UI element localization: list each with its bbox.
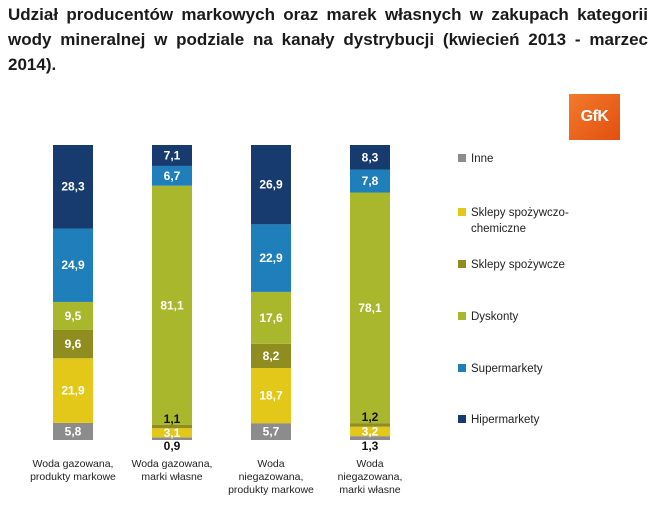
data-label-1-3: 9,6 — [65, 337, 82, 351]
bar-segment-1-2 — [53, 358, 93, 423]
bar-segment-3-4 — [251, 291, 291, 344]
data-label-2-2: 3,1 — [164, 426, 181, 440]
legend-swatch-3 — [458, 260, 466, 268]
category-label-4-3: marki własne — [339, 484, 400, 496]
data-label-4-6: 8,3 — [362, 150, 379, 164]
legend-label-5-1: Supermarkety — [471, 363, 543, 375]
category-label-4-1: Woda — [356, 458, 383, 470]
data-label-3-3: 8,2 — [263, 349, 280, 363]
bar-segment-3-5 — [251, 224, 291, 292]
data-label-1-5: 24,9 — [61, 258, 85, 272]
data-label-3-4: 17,6 — [259, 311, 283, 325]
data-label-3-5: 22,9 — [259, 251, 283, 265]
category-label-1-2: produkty markowe — [30, 471, 116, 483]
data-label-2-4: 81,1 — [160, 298, 184, 312]
bar-segment-2-6 — [152, 145, 192, 166]
legend-swatch-4 — [458, 312, 466, 320]
category-label-3-3: produkty markowe — [228, 484, 314, 496]
category-label-2-2: marki własne — [141, 471, 202, 483]
legend-swatch-6 — [458, 415, 466, 423]
bar-segment-1-3 — [53, 329, 93, 359]
bar-segment-4-1 — [350, 436, 390, 440]
bar-segment-3-6 — [251, 145, 291, 225]
bar-segment-1-4 — [53, 301, 93, 330]
bar-segment-1-6 — [53, 145, 93, 229]
bar-segment-3-3 — [251, 343, 291, 369]
legend-label-4-1: Dyskonty — [471, 311, 519, 323]
data-label-2-3: 1,1 — [164, 412, 181, 426]
category-label-2-1: Woda gazowana, — [132, 458, 213, 470]
data-label-3-6: 26,9 — [259, 178, 283, 192]
data-label-4-5: 7,8 — [362, 174, 379, 188]
bar-segment-2-1 — [152, 437, 192, 440]
category-label-3-1: Woda — [257, 458, 284, 470]
data-label-2-5: 6,7 — [164, 169, 181, 183]
bar-segment-2-2 — [152, 428, 192, 438]
legend-label-1-1: Inne — [471, 153, 493, 165]
data-label-4-3: 1,2 — [362, 410, 379, 424]
data-label-2-6: 7,1 — [164, 148, 181, 162]
data-label-4-2: 3,2 — [362, 424, 379, 438]
bar-segment-4-3 — [350, 423, 390, 427]
bar-segment-4-4 — [350, 192, 390, 424]
category-label-1-1: Woda gazowana, — [33, 458, 114, 470]
bar-segment-3-1 — [251, 423, 291, 440]
data-label-4-4: 78,1 — [358, 301, 382, 315]
bar-segment-1-5 — [53, 228, 93, 302]
data-label-1-4: 9,5 — [65, 309, 82, 323]
data-label-4-1: 1,3 — [362, 439, 379, 453]
data-label-1-2: 21,9 — [61, 384, 85, 398]
bar-segment-2-5 — [152, 165, 192, 186]
data-label-2-1: 0,9 — [164, 439, 181, 453]
bar-segment-2-4 — [152, 185, 192, 425]
bar-segment-3-2 — [251, 368, 291, 424]
legend-label-2-1: Sklepy spożywczo- — [471, 207, 569, 219]
data-label-1-6: 28,3 — [61, 180, 85, 194]
chart-title: Udział producentów markowych oraz marek … — [8, 5, 648, 74]
bar-segment-1-1 — [53, 422, 93, 440]
legend-label-6-1: Hipermarkety — [471, 414, 540, 426]
legend-swatch-2 — [458, 208, 466, 216]
legend-label-2-2: chemiczne — [471, 223, 526, 235]
bar-segment-4-5 — [350, 169, 390, 193]
bar-segment-2-3 — [152, 424, 192, 429]
legend-swatch-5 — [458, 364, 466, 372]
legend-label-3-1: Sklepy spożywcze — [471, 259, 565, 271]
gfk-logo: GfK — [569, 94, 620, 140]
data-label-3-2: 18,7 — [259, 389, 283, 403]
category-label-3-2: niegazowana, — [239, 471, 304, 483]
data-label-1-1: 5,8 — [65, 424, 82, 438]
bar-segment-4-2 — [350, 426, 390, 437]
legend-swatch-1 — [458, 154, 466, 162]
bar-segment-4-6 — [350, 145, 390, 170]
category-label-4-2: niegazowana, — [338, 471, 403, 483]
data-label-3-1: 5,7 — [263, 425, 280, 439]
